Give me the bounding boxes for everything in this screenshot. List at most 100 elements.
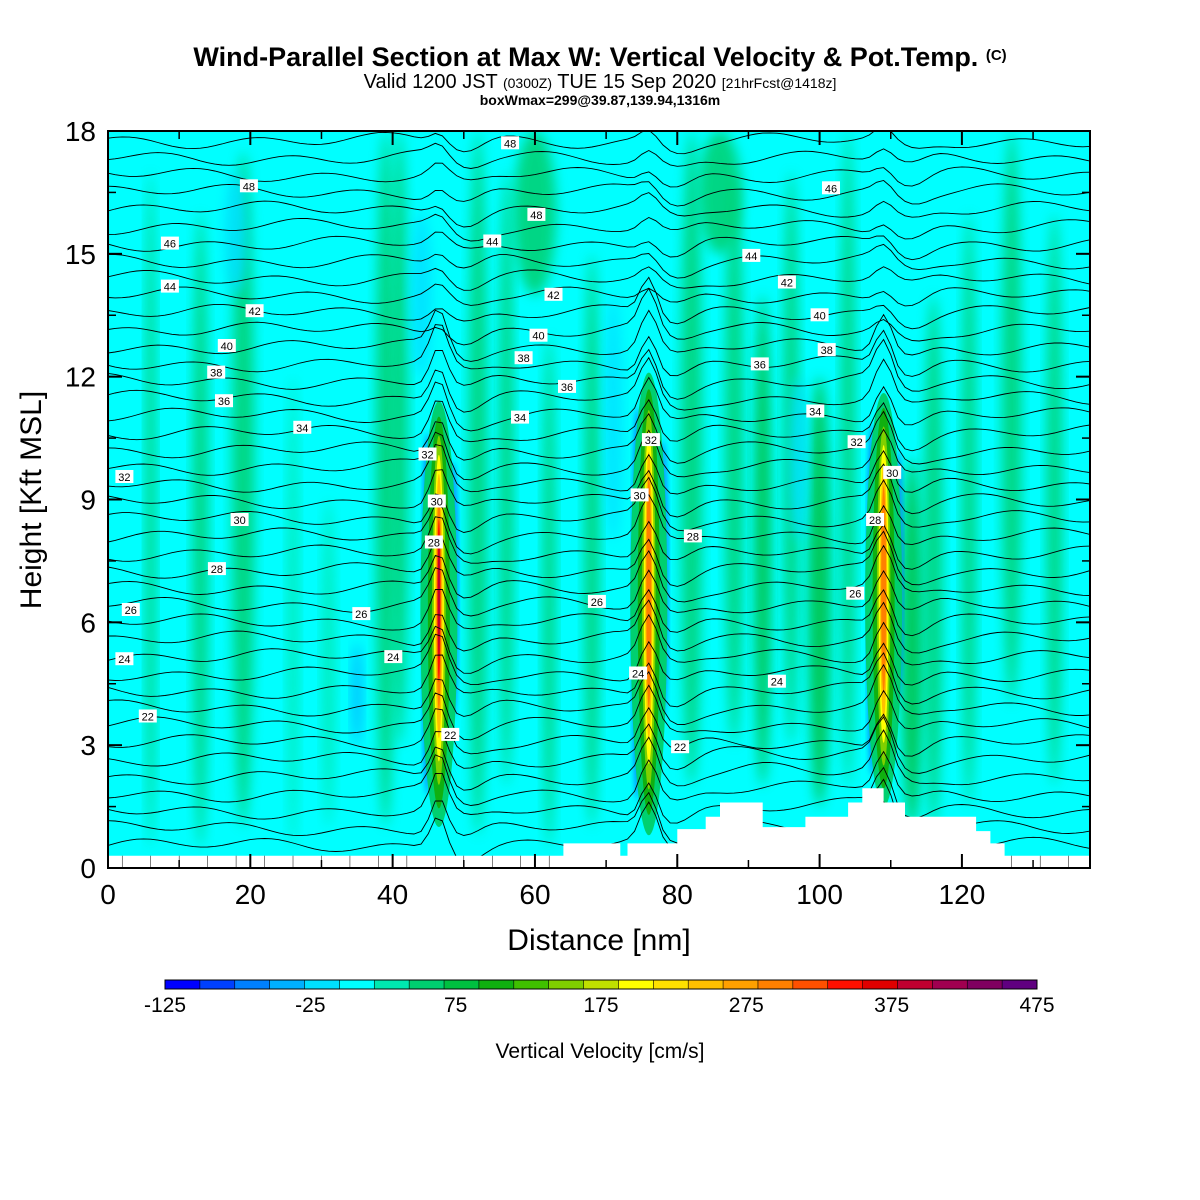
contour-label-text: 46 bbox=[825, 183, 837, 195]
contour-label: 36 bbox=[558, 379, 576, 394]
contour-label-bg bbox=[883, 465, 902, 479]
contour-label: 40 bbox=[217, 339, 236, 353]
contour-label: 40 bbox=[529, 328, 548, 343]
contour-label-text: 44 bbox=[745, 251, 757, 263]
contour-label-text: 30 bbox=[233, 515, 245, 527]
contour-label: 22 bbox=[671, 740, 690, 754]
contour-label-text: 36 bbox=[561, 382, 573, 394]
contour-label: 32 bbox=[418, 447, 437, 462]
contour-label-text: 36 bbox=[218, 396, 230, 408]
copyright-mark: (C) bbox=[985, 47, 1007, 64]
colorbar-swatch bbox=[409, 980, 445, 989]
contour-label-bg bbox=[511, 410, 529, 424]
theta-contour bbox=[108, 716, 1090, 774]
contour-label: 44 bbox=[742, 248, 761, 263]
contour-label-bg bbox=[817, 343, 836, 357]
contour-label-bg bbox=[671, 740, 690, 754]
contour-label-bg bbox=[384, 650, 403, 664]
contour-label-text: 36 bbox=[754, 359, 766, 371]
contour-label-bg bbox=[527, 207, 546, 221]
w-streak bbox=[840, 131, 856, 787]
theta-contour bbox=[108, 180, 1090, 207]
x-tick-label: 40 bbox=[377, 879, 408, 910]
contour-label-bg bbox=[777, 275, 796, 289]
contour-label-text: 30 bbox=[633, 490, 645, 502]
w-streak bbox=[724, 171, 744, 746]
x-tick-label: 100 bbox=[796, 879, 843, 910]
colorbar-swatch bbox=[862, 980, 898, 989]
theta-contour bbox=[108, 613, 1090, 674]
contour-label-bg bbox=[587, 594, 606, 608]
theta-contour bbox=[108, 599, 1090, 654]
w-streak bbox=[499, 171, 514, 787]
colorbar-tick-label: 375 bbox=[874, 994, 909, 1017]
w-streak bbox=[542, 335, 556, 848]
contour-label: 42 bbox=[245, 304, 264, 318]
contour-label: 26 bbox=[352, 607, 371, 621]
theta-contour bbox=[108, 463, 1090, 518]
contour-label: 24 bbox=[384, 650, 403, 664]
contour-label: 24 bbox=[629, 666, 648, 681]
colorbar-swatch bbox=[583, 980, 619, 989]
contour-label-bg bbox=[115, 470, 134, 483]
theta-contour bbox=[108, 243, 1090, 279]
contour-label-text: 26 bbox=[355, 609, 367, 621]
contour-label-text: 38 bbox=[517, 353, 529, 365]
contour-label-bg bbox=[630, 488, 649, 502]
contour-label: 22 bbox=[138, 709, 157, 724]
w-streak bbox=[468, 131, 488, 836]
contour-label-text: 26 bbox=[591, 597, 603, 609]
contour-label-bg bbox=[483, 234, 502, 248]
contour-label-text: 48 bbox=[243, 181, 255, 193]
theta-contour bbox=[108, 142, 1090, 169]
contour-label-bg bbox=[544, 287, 563, 301]
contour-label: 22 bbox=[441, 727, 460, 742]
contour-label-bg bbox=[217, 339, 236, 352]
contour-label-bg bbox=[427, 494, 446, 508]
colorbar-swatch bbox=[548, 980, 585, 989]
contour-label-bg bbox=[683, 529, 702, 543]
contour-label: 28 bbox=[683, 529, 702, 543]
x-tick-label: 0 bbox=[100, 879, 116, 910]
contour-label-text: 24 bbox=[632, 669, 644, 681]
theta-contour bbox=[108, 729, 1090, 791]
w-streak bbox=[224, 171, 248, 295]
contour-label-bg bbox=[641, 433, 660, 447]
contour-label: 38 bbox=[207, 365, 226, 380]
contour-label-bg bbox=[207, 562, 226, 576]
contour-label-bg bbox=[424, 535, 443, 549]
contour-label-text: 46 bbox=[164, 239, 176, 251]
contour-label: 26 bbox=[846, 586, 865, 601]
contour-label-text: 38 bbox=[821, 345, 833, 357]
contour-label-text: 22 bbox=[444, 730, 456, 742]
colorbar-swatch bbox=[269, 980, 306, 989]
contour-label-bg bbox=[822, 181, 840, 195]
contour-labels: 4848484646444444424242404040383838363636… bbox=[115, 136, 902, 754]
contour-label-bg bbox=[245, 304, 264, 318]
w-streak bbox=[145, 171, 156, 848]
contour-label: 32 bbox=[115, 470, 134, 484]
colorbar-title: Vertical Velocity [cm/s] bbox=[496, 1040, 705, 1063]
contour-label-bg bbox=[558, 379, 576, 393]
contour-label-text: 32 bbox=[645, 435, 657, 447]
contour-label-bg bbox=[866, 513, 885, 526]
contour-label-text: 28 bbox=[869, 515, 881, 527]
colorbar-swatch bbox=[165, 980, 201, 989]
contour-label-bg bbox=[501, 136, 520, 150]
contour-label: 48 bbox=[501, 136, 520, 150]
x-tick-label: 120 bbox=[939, 879, 986, 910]
contour-label: 32 bbox=[641, 433, 660, 447]
contour-label-bg bbox=[629, 666, 648, 680]
contour-label-text: 28 bbox=[211, 564, 223, 576]
y-tick-label: 0 bbox=[80, 853, 96, 884]
theta-contour bbox=[108, 338, 1090, 400]
forecast-info: [21hrFcst@1418z] bbox=[721, 75, 837, 91]
y-tick-label: 9 bbox=[80, 485, 96, 516]
contour-label: 30 bbox=[427, 494, 446, 509]
y-tick-label: 15 bbox=[65, 239, 96, 270]
colorbar-swatch bbox=[653, 980, 689, 989]
colorbar-swatch bbox=[757, 980, 794, 989]
w-streak bbox=[901, 458, 923, 828]
w-streak bbox=[808, 376, 831, 807]
